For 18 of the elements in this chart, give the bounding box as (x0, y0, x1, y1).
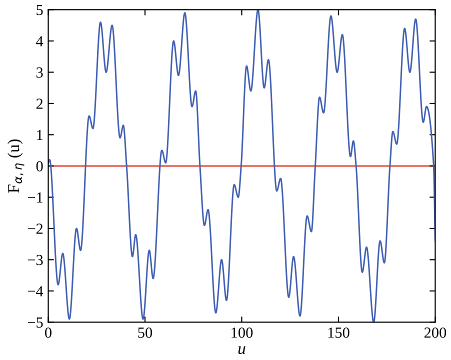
x-tick-label: 50 (138, 328, 152, 338)
x-tick-label: 0 (45, 328, 52, 338)
x-axis-title: u (238, 346, 246, 354)
x-tick-label: 150 (328, 328, 350, 338)
y-axis-title: F$_{α,η}$ (u) (8, 139, 24, 193)
y-tick-label: 3 (36, 67, 43, 78)
y-tick-label: −4 (28, 286, 44, 296)
y-tick-label: 2 (36, 98, 43, 109)
x-tick-label: 200 (424, 328, 446, 338)
y-tick-label: −2 (28, 224, 43, 234)
y-tick-label: 5 (36, 5, 43, 16)
y-tick-label: −5 (28, 317, 43, 328)
y-tick-label: 1 (37, 130, 42, 140)
y-tick-label: −3 (28, 254, 43, 266)
y-tick-label: −1 (28, 192, 42, 203)
y-tick-label: 4 (36, 36, 44, 46)
x-tick-label: 100 (232, 328, 253, 338)
y-tick-label: 0 (36, 161, 43, 172)
